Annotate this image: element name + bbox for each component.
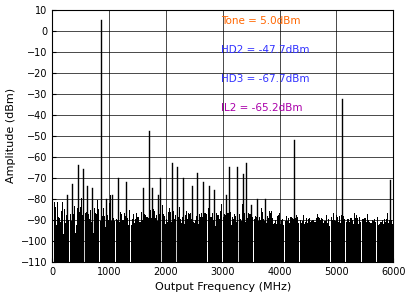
Text: HD2 = -47.7dBm: HD2 = -47.7dBm (221, 45, 309, 55)
Text: Tone = 5.0dBm: Tone = 5.0dBm (221, 16, 300, 26)
Y-axis label: Amplitude (dBm): Amplitude (dBm) (6, 88, 16, 183)
Text: IL2 = -65.2dBm: IL2 = -65.2dBm (221, 103, 302, 113)
X-axis label: Output Frequency (MHz): Output Frequency (MHz) (155, 283, 291, 292)
Text: HD3 = -67.7dBm: HD3 = -67.7dBm (221, 74, 309, 84)
